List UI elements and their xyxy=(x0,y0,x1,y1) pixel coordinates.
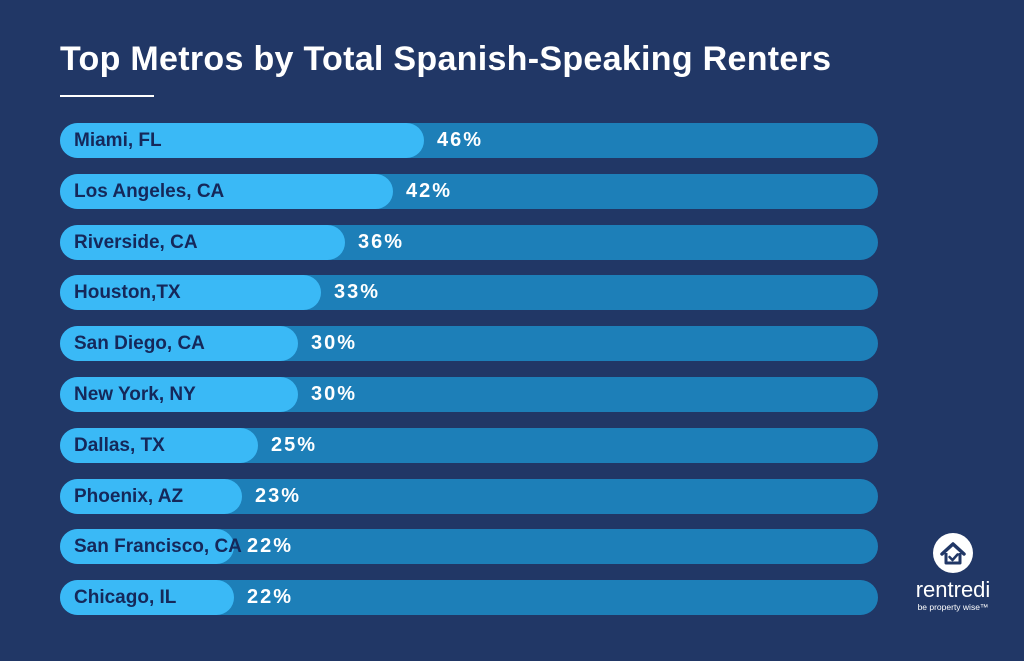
bar-value-label: 30% xyxy=(311,332,358,355)
bar-row: San Francisco, CA 22% xyxy=(60,529,878,565)
bar xyxy=(60,326,298,362)
bar-row: New York, NY 30% xyxy=(60,376,878,412)
bar-value-label: 30% xyxy=(311,382,358,405)
bar-label: New York, NY xyxy=(74,383,196,405)
bar-label: Dallas, TX xyxy=(74,434,165,456)
bar-label: Miami, FL xyxy=(74,130,162,151)
bar-row: Dallas, TX 25% xyxy=(60,427,878,463)
bar-value-label: 42% xyxy=(406,179,453,202)
bar xyxy=(60,580,234,616)
bar-row: Los Angeles, CA 42% xyxy=(60,173,878,209)
bar-value-label: 25% xyxy=(271,433,318,456)
bar xyxy=(60,224,345,260)
brand-tagline: be property wise™ xyxy=(917,602,989,612)
bar xyxy=(60,376,298,412)
bar-label: Chicago, IL xyxy=(74,587,177,609)
bar xyxy=(60,478,242,514)
bar-value-label: 23% xyxy=(255,484,302,507)
bar-chart: Miami, FL 46% Los Angeles, CA 42% Riverside,… xyxy=(60,123,878,631)
bar-value-label: 33% xyxy=(334,281,381,304)
bar-value-label: 22% xyxy=(247,586,294,609)
brand-name: rentredi xyxy=(915,577,991,602)
bar xyxy=(60,123,424,158)
bar-label: San Francisco, CA xyxy=(74,536,242,558)
bar-label: Phoenix, AZ xyxy=(74,485,184,507)
bar-row: Chicago, IL 22% xyxy=(60,580,878,616)
house-check-icon xyxy=(933,533,973,573)
chart-title: Top Metros by Total Spanish-Speaking Ren… xyxy=(60,40,832,78)
bar-value-label: 36% xyxy=(358,230,405,253)
bar xyxy=(60,427,258,463)
bar-label: Riverside, CA xyxy=(74,231,198,253)
bar xyxy=(60,275,321,311)
bar-row: San Diego, CA 30% xyxy=(60,326,878,362)
bar-value-label: 22% xyxy=(247,535,294,558)
bar-label: Houston,TX xyxy=(74,282,181,304)
bar-row: Riverside, CA 36% xyxy=(60,224,878,260)
bar-label: Los Angeles, CA xyxy=(74,180,225,202)
bar-row: Phoenix, AZ 23% xyxy=(60,478,878,514)
bar-row: Miami, FL 46% xyxy=(60,123,878,158)
brand-logo: rentredi be property wise™ xyxy=(905,532,1001,612)
title-underline xyxy=(60,95,154,97)
bar xyxy=(60,173,393,209)
bar-row: Houston,TX 33% xyxy=(60,275,878,311)
bar-value-label: 46% xyxy=(437,129,484,151)
bar-label: San Diego, CA xyxy=(74,333,205,355)
bar xyxy=(60,529,234,565)
